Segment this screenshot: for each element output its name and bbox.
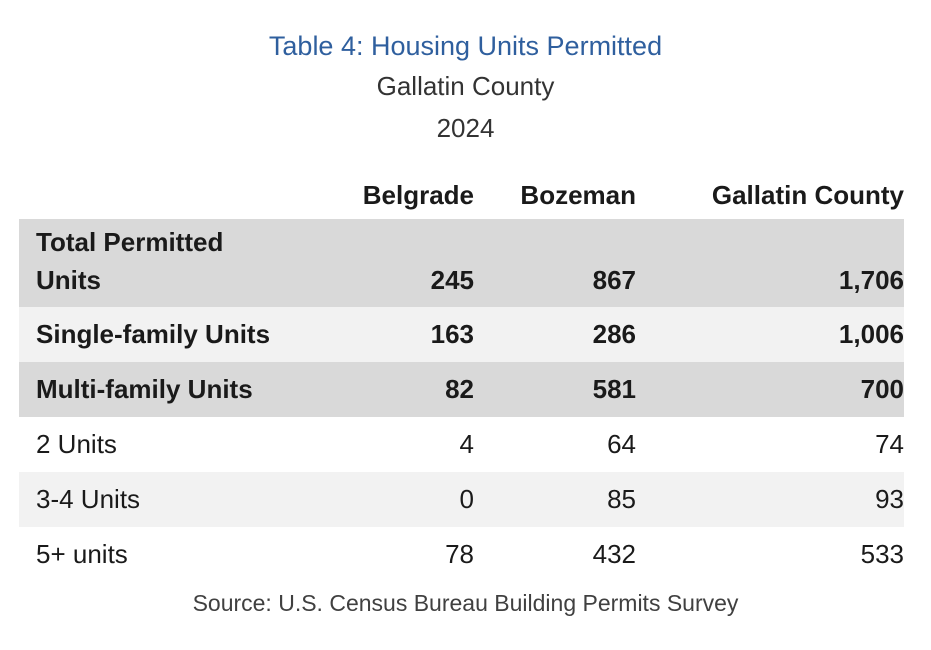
cell-bozeman: 85 bbox=[474, 472, 636, 527]
cell-belgrade: 82 bbox=[332, 362, 474, 417]
table-row: 2 Units 4 64 74 bbox=[19, 417, 904, 472]
row-label: 3-4 Units bbox=[19, 472, 332, 527]
cell-belgrade: 4 bbox=[332, 417, 474, 472]
table-row: Single-family Units 163 286 1,006 bbox=[19, 307, 904, 362]
cell-gallatin-county: 1,706 bbox=[636, 219, 904, 307]
column-header-belgrade: Belgrade bbox=[332, 171, 474, 219]
cell-gallatin-county: 533 bbox=[636, 527, 904, 582]
cell-gallatin-county: 93 bbox=[636, 472, 904, 527]
table-row: 3-4 Units 0 85 93 bbox=[19, 472, 904, 527]
cell-bozeman: 432 bbox=[474, 527, 636, 582]
row-label: 5+ units bbox=[19, 527, 332, 582]
header-row: Belgrade Bozeman Gallatin County bbox=[19, 171, 904, 219]
column-header-bozeman: Bozeman bbox=[474, 171, 636, 219]
cell-gallatin-county: 700 bbox=[636, 362, 904, 417]
cell-gallatin-county: 74 bbox=[636, 417, 904, 472]
row-label: Multi-family Units bbox=[19, 362, 332, 417]
cell-belgrade: 78 bbox=[332, 527, 474, 582]
cell-bozeman: 64 bbox=[474, 417, 636, 472]
column-header-gallatin-county: Gallatin County bbox=[636, 171, 904, 219]
table-year: 2024 bbox=[436, 113, 495, 143]
table-row: 5+ units 78 432 533 bbox=[19, 527, 904, 582]
source-note: Source: U.S. Census Bureau Building Perm… bbox=[192, 590, 739, 616]
cell-gallatin-county: 1,006 bbox=[636, 307, 904, 362]
cell-bozeman: 286 bbox=[474, 307, 636, 362]
housing-units-table: Belgrade Bozeman Gallatin County Total P… bbox=[19, 171, 904, 582]
table-row: Total Permitted Units 245 867 1,706 bbox=[19, 219, 904, 307]
row-label: 2 Units bbox=[19, 417, 332, 472]
cell-belgrade: 163 bbox=[332, 307, 474, 362]
table-subtitle: Gallatin County bbox=[376, 71, 555, 101]
table-row: Multi-family Units 82 581 700 bbox=[19, 362, 904, 417]
row-label-text: Total Permitted Units bbox=[36, 227, 224, 295]
table-header: Table 4: Housing Units Permitted Gallati… bbox=[0, 26, 931, 150]
column-header-label bbox=[19, 171, 332, 219]
row-label: Single-family Units bbox=[19, 307, 332, 362]
cell-bozeman: 581 bbox=[474, 362, 636, 417]
cell-belgrade: 245 bbox=[332, 219, 474, 307]
cell-belgrade: 0 bbox=[332, 472, 474, 527]
row-label: Total Permitted Units bbox=[19, 219, 332, 307]
table-title: Table 4: Housing Units Permitted bbox=[268, 31, 663, 61]
cell-bozeman: 867 bbox=[474, 219, 636, 307]
